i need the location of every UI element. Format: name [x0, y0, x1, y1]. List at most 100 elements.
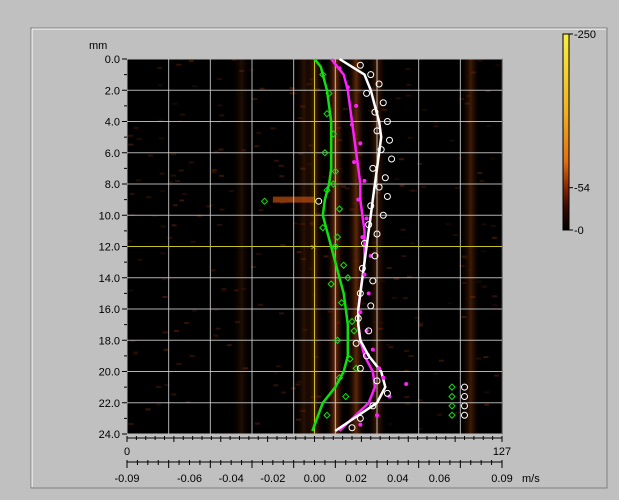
heat-speckle	[402, 297, 408, 300]
scatter-point	[345, 85, 350, 90]
scatter-point	[377, 146, 385, 154]
heat-speckle	[219, 174, 225, 177]
heat-speckle	[315, 88, 321, 91]
scatter-point	[363, 352, 371, 360]
heat-speckle	[171, 224, 177, 227]
heat-speckle	[405, 402, 411, 405]
scatter-point	[362, 272, 367, 277]
scatter-point	[461, 411, 468, 419]
scatter-point	[323, 109, 331, 118]
heat-speckle	[156, 385, 161, 388]
heat-speckle	[399, 158, 404, 161]
heat-speckle	[433, 125, 439, 128]
heat-speckle	[172, 102, 178, 105]
scatter-point	[388, 155, 396, 163]
heat-speckle	[492, 304, 498, 307]
heat-speckle	[213, 150, 219, 153]
heat-speckle	[483, 356, 489, 359]
heat-speckle	[484, 403, 490, 406]
heat-speckle	[395, 97, 401, 100]
heat-speckle	[289, 92, 295, 95]
colorbar: -250 -54 -0	[562, 29, 596, 237]
heat-speckle	[241, 149, 246, 152]
heat-speckle	[433, 372, 439, 375]
scatter-point	[448, 411, 456, 419]
heat-speckle	[486, 125, 492, 128]
heat-speckle	[300, 409, 306, 412]
heat-speckle	[321, 176, 327, 179]
heat-speckle	[437, 413, 443, 416]
heat-speckle	[146, 196, 152, 199]
x-axis: 0 127 -0.09 -0.06 -0.04 -0.02 0.00 0.02 0.04 0.06…	[114, 436, 513, 485]
scatter-point	[367, 71, 375, 79]
heat-speckle	[163, 331, 169, 334]
heat-speckle	[210, 269, 216, 272]
heat-speckle	[211, 171, 217, 174]
profile-line-1	[330, 58, 377, 432]
scatter-point	[363, 89, 371, 97]
heat-speckle	[175, 180, 180, 182]
heat-speckle	[130, 340, 136, 343]
heat-speckle	[214, 335, 220, 338]
heat-speckle	[279, 312, 285, 315]
heat-speckle	[241, 288, 247, 290]
y-tick-label: 4.0	[105, 117, 120, 129]
heat-speckle	[212, 334, 218, 337]
heat-speckle	[162, 278, 167, 281]
scatter-point	[315, 197, 323, 205]
heat-speckle	[337, 167, 343, 170]
y-tick-label: 14.0	[99, 273, 120, 285]
heat-speckle	[481, 285, 487, 288]
scatter-point	[387, 394, 392, 399]
scatter-point	[358, 141, 363, 146]
heat-speckle	[410, 242, 415, 245]
scatter-point	[260, 197, 269, 205]
heat-speckle	[212, 169, 217, 172]
scatter-point	[333, 233, 342, 241]
heat-speckle	[377, 327, 383, 330]
heat-speckle	[461, 316, 467, 318]
scatter-point	[358, 310, 363, 315]
heat-speckle	[382, 108, 388, 111]
heat-speckle	[477, 59, 483, 62]
heat-speckle	[357, 91, 363, 94]
heat-speckle	[404, 396, 410, 399]
heat-speckle	[152, 214, 158, 217]
heat-speckle	[405, 68, 411, 71]
scatter-point	[448, 383, 456, 391]
heat-speckle	[296, 251, 302, 254]
heat-speckle	[349, 208, 355, 211]
colorbar-label: -250	[574, 29, 596, 41]
scatter-point	[325, 89, 333, 98]
x-tick-label: -0.09	[114, 473, 139, 485]
x-tick-label: 0.02	[345, 473, 366, 485]
heat-speckle	[461, 255, 467, 258]
scatter-point	[350, 327, 358, 335]
heat-speckle	[407, 136, 413, 139]
heat-speckle	[406, 275, 412, 278]
heat-speckle	[179, 199, 185, 202]
colorbar-gradient	[562, 33, 570, 231]
heat-speckle	[417, 399, 423, 402]
heat-speckle	[313, 356, 319, 358]
heat-speckle	[406, 94, 411, 97]
heat-speckle	[180, 113, 186, 116]
heat-speckle	[356, 153, 362, 156]
y-tick-label: 18.0	[99, 335, 120, 347]
heat-speckle	[129, 192, 135, 195]
heat-speckle	[209, 204, 215, 207]
heat-speckle	[470, 71, 476, 74]
heat-speckle	[477, 280, 483, 283]
heat-speckle	[167, 236, 173, 239]
x-tick-label: -0.04	[219, 473, 244, 485]
scatter-point	[319, 70, 327, 79]
index-label-end: 127	[493, 446, 511, 458]
heat-speckle	[367, 109, 373, 112]
heat-speckle	[280, 244, 286, 247]
scatter-point	[373, 377, 381, 385]
heat-speckle	[252, 98, 258, 100]
heat-speckle	[476, 357, 482, 360]
heat-speckle	[176, 362, 182, 365]
scatter-point	[377, 366, 382, 371]
